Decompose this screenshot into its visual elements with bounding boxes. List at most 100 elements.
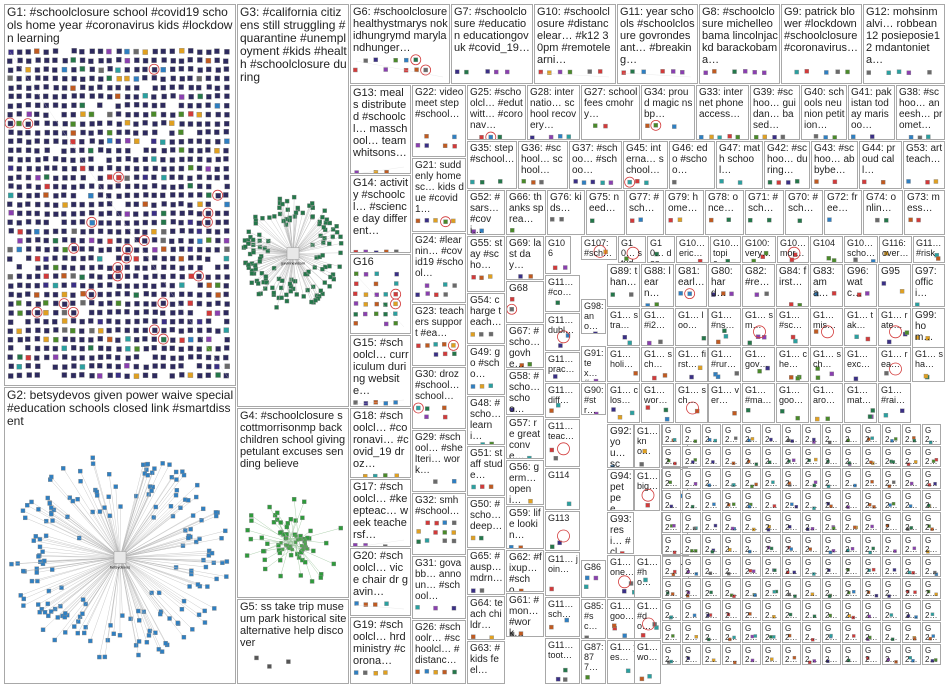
vertex	[70, 175, 76, 181]
vertex	[443, 292, 448, 297]
group-graph	[750, 482, 758, 488]
vertex	[43, 66, 49, 72]
vertex	[713, 438, 718, 443]
group-label: G27: school fees cmohry…	[584, 87, 638, 120]
group-tiny: G2…	[742, 446, 761, 467]
vertex	[25, 309, 32, 316]
vertex	[205, 201, 211, 207]
group-graph	[643, 577, 648, 583]
group-g37: G37: #schoo… #schoo…	[569, 141, 622, 189]
vertex	[196, 102, 202, 109]
edge	[292, 207, 313, 254]
vertex	[870, 436, 874, 440]
vertex	[62, 139, 68, 145]
vertex	[178, 300, 184, 307]
edge	[286, 526, 292, 543]
group-graph	[846, 505, 850, 509]
group-tiny: G2…	[782, 556, 801, 577]
vertex	[322, 208, 327, 213]
vertex	[98, 247, 104, 253]
vertex	[188, 228, 194, 234]
vertex	[197, 373, 203, 379]
group-tiny: G2…	[922, 468, 941, 489]
group-label: G2…	[825, 536, 838, 554]
vertex	[850, 546, 855, 551]
group-label: G2…	[745, 624, 758, 642]
vertex	[305, 535, 310, 541]
vertex	[673, 461, 677, 466]
vertex	[223, 528, 228, 534]
vertex	[44, 129, 50, 136]
vertex	[133, 166, 140, 172]
group-label: G2…	[845, 426, 858, 444]
vertex	[61, 184, 67, 190]
vertex	[201, 557, 206, 563]
group-label: G2…	[905, 624, 918, 642]
vertex	[214, 129, 220, 135]
vertex	[79, 102, 86, 109]
vertex	[125, 156, 131, 162]
group-label: G1… mat…	[847, 385, 872, 405]
group-label: G2…	[665, 536, 678, 554]
vertex	[288, 516, 294, 522]
self-loop	[86, 216, 98, 228]
vertex	[70, 336, 76, 343]
vertex	[89, 75, 95, 82]
group-tiny: G2…	[682, 490, 701, 511]
group-tiny: G2…	[862, 468, 881, 489]
vertex	[565, 333, 571, 338]
vertex	[424, 414, 429, 420]
group-tiny: G2…	[742, 600, 761, 621]
vertex	[871, 259, 876, 262]
group-label: G24: #learnin… #covid19 #school…	[415, 235, 464, 279]
edge	[99, 511, 121, 558]
vertex	[224, 75, 230, 82]
vertex	[88, 345, 94, 351]
vertex	[43, 156, 49, 162]
vertex	[78, 479, 83, 484]
group-label: G1… aro…	[813, 385, 837, 405]
vertex	[79, 165, 86, 172]
group-graph	[766, 545, 774, 551]
vertex	[160, 363, 166, 369]
edge	[44, 557, 121, 562]
vertex	[593, 575, 599, 581]
vertex	[17, 192, 23, 199]
vertex	[750, 437, 755, 441]
vertex	[622, 335, 627, 340]
vertex	[31, 538, 36, 543]
group-graph	[470, 383, 493, 389]
group-graph	[611, 407, 635, 420]
vertex	[754, 292, 760, 297]
vertex	[160, 192, 166, 199]
vertex	[857, 292, 862, 297]
edge	[119, 557, 208, 587]
vertex	[179, 48, 185, 54]
group-graph	[549, 403, 561, 413]
vertex	[197, 336, 203, 343]
group-mini: G11… diff…	[545, 383, 580, 418]
group-label: G1… tak…	[847, 310, 874, 330]
vertex	[156, 590, 162, 596]
vertex	[25, 319, 31, 325]
vertex	[311, 548, 316, 554]
group-graph	[827, 440, 832, 444]
vertex	[906, 179, 911, 184]
vertex	[107, 309, 113, 315]
vertex	[728, 547, 732, 552]
vertex	[106, 327, 112, 334]
vertex	[151, 183, 158, 189]
group-graph	[621, 69, 692, 78]
group-graph	[730, 526, 737, 531]
vertex	[187, 75, 193, 81]
vertex	[52, 57, 58, 63]
vertex	[416, 539, 421, 544]
group-label: G2…	[865, 514, 878, 532]
group-label: G10… eric…	[679, 238, 706, 258]
vertex	[125, 148, 131, 154]
vertex	[190, 627, 195, 632]
vertex	[807, 458, 811, 463]
vertex	[89, 93, 95, 99]
vertex	[196, 220, 203, 226]
group-mini: G1… gov…	[742, 347, 775, 382]
